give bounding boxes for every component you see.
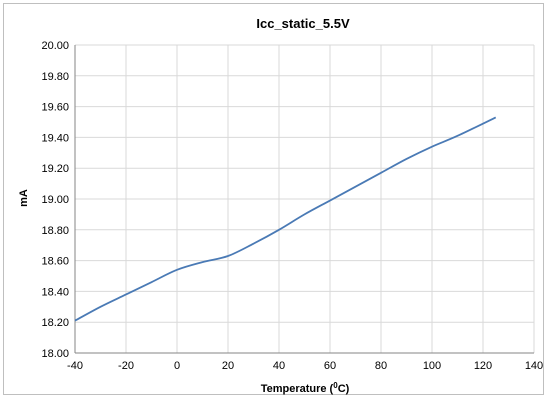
y-tick-label: 19.80 [41,71,69,83]
x-tick-label: 120 [474,360,492,372]
y-tick-label: 18.60 [41,256,69,268]
x-axis-title-superscript: 0 [333,381,338,390]
y-axis-ticks: 18.00 18.20 18.40 18.60 18.80 19.00 19.20 19.40… [41,40,69,360]
series-group [74,116,497,322]
x-axis-title-suffix: C) [338,383,350,395]
x-tick-label: 60 [324,360,336,372]
x-axis-ticks: -40 -20 0 20 40 60 80 100 120 140 [67,360,543,372]
y-tick-label: 18.00 [41,348,69,360]
y-tick-label: 19.00 [41,194,69,206]
x-tick-label: 20 [222,360,234,372]
y-tick-label: 19.40 [41,132,69,144]
x-tick-label: -40 [67,360,83,372]
x-tick-label: 40 [273,360,285,372]
y-tick-label: 19.60 [41,102,69,114]
x-tick-label: 100 [423,360,441,372]
x-axis-title-main: Temperature ( [261,383,334,395]
x-tick-label: 80 [375,360,387,372]
y-tick-label: 18.40 [41,286,69,298]
y-tick-label: 18.20 [41,317,69,329]
y-tick-label: 19.20 [41,163,69,175]
y-tick-label: 20.00 [41,40,69,52]
chart-title: Icc_static_5.5V [256,16,350,31]
x-tick-label: -20 [118,360,134,372]
x-tick-label: 140 [525,360,543,372]
y-tick-label: 18.80 [41,225,69,237]
y-axis-title: mA [18,189,30,207]
x-axis-title: Temperature (0C) [261,381,350,395]
grid-lines [74,44,535,354]
series-line [74,116,497,322]
x-tick-label: 0 [174,360,180,372]
